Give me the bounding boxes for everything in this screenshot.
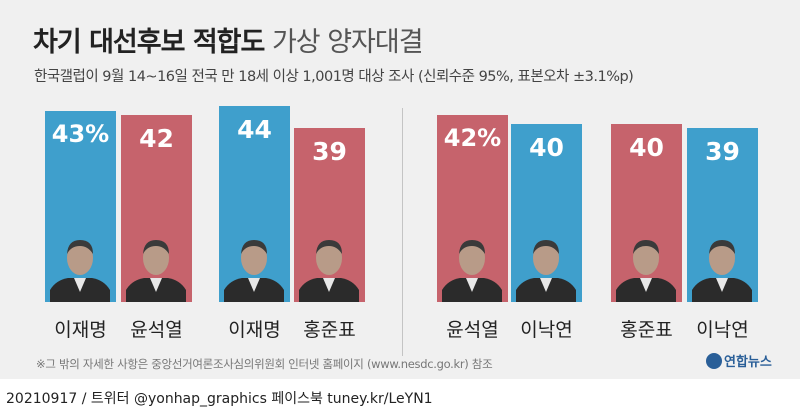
candidate-photo: [616, 240, 676, 302]
bar-value-label: 42%: [443, 124, 502, 152]
bar-1-1: 39: [294, 128, 365, 302]
candidate-name: 이낙연: [696, 319, 749, 341]
bar-0-0: 43%: [45, 111, 116, 302]
bar-value-label: 40: [529, 133, 564, 162]
bar-value-label: 39: [705, 137, 740, 166]
candidate-photo: [224, 240, 284, 302]
chart-panel: 차기 대선후보 적합도 가상 양자대결 한국갤럽이 9월 14~16일 전국 만…: [0, 0, 800, 379]
title-main: 차기 대선후보 적합도: [33, 27, 265, 58]
bar-2-1: 40: [511, 124, 582, 302]
candidate-name: 홍준표: [620, 319, 673, 341]
title-sub: 가상 양자대결: [271, 27, 424, 58]
bar-3-1: 39: [687, 128, 758, 302]
candidate-name: 이재명: [228, 319, 281, 341]
chart-title: 차기 대선후보 적합도 가상 양자대결: [33, 20, 424, 59]
bar-value-label: 40: [629, 133, 664, 162]
bar-0-1: 42: [121, 115, 192, 302]
bar-3-0: 40: [611, 124, 682, 302]
candidate-name: 이낙연: [520, 319, 573, 341]
bar-value-label: 42: [139, 124, 174, 153]
source-note: ※그 밖의 자세한 사항은 중앙선거여론조사심의위원회 인터넷 홈페이지 (ww…: [36, 357, 493, 371]
bar-1-0: 44: [219, 106, 290, 302]
candidate-name: 윤석열: [130, 319, 183, 341]
bar-value-label: 43%: [51, 120, 110, 148]
bar-2-0: 42%: [437, 115, 508, 302]
candidate-photo: [442, 240, 502, 302]
bar-value-label: 44: [237, 115, 272, 144]
candidate-photo: [299, 240, 359, 302]
footer-credits: 20210917 / 트위터 @yonhap_graphics 페이스북 tun…: [6, 391, 433, 407]
candidate-photo: [516, 240, 576, 302]
yonhap-logo-icon: [706, 353, 722, 369]
bar-value-label: 39: [312, 137, 347, 166]
candidate-name: 홍준표: [303, 319, 356, 341]
yonhap-logo-text: 연합뉴스: [724, 355, 772, 370]
candidate-name: 이재명: [54, 319, 107, 341]
survey-subtitle: 한국갤럽이 9월 14~16일 전국 만 18세 이상 1,001명 대상 조사…: [34, 69, 634, 85]
candidate-photo: [50, 240, 110, 302]
yonhap-logo: 연합뉴스: [706, 351, 772, 370]
group-divider: [402, 108, 403, 356]
candidate-photo: [692, 240, 752, 302]
candidate-photo: [126, 240, 186, 302]
candidate-name: 윤석열: [446, 319, 499, 341]
